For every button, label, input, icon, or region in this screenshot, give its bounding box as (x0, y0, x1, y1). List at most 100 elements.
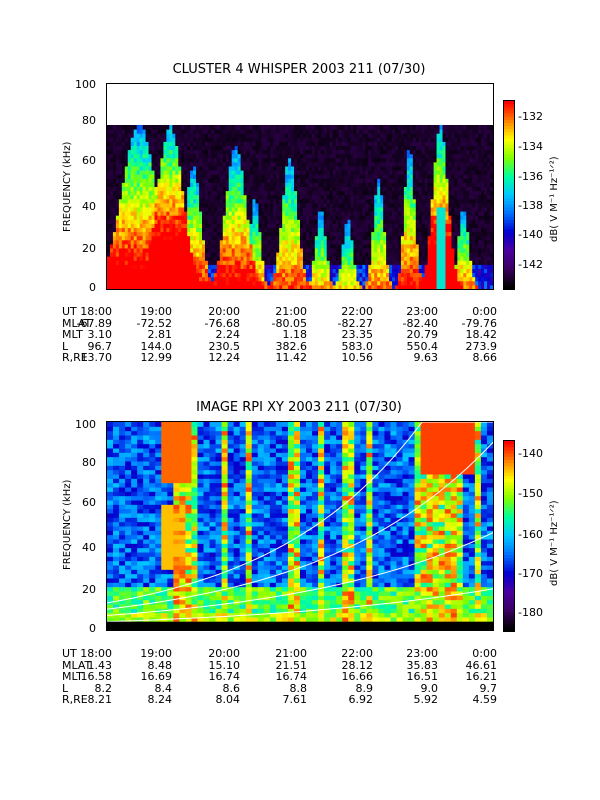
spectrogram-cell (439, 133, 444, 138)
spectrogram-cell (124, 227, 129, 233)
spectrogram-cell (332, 161, 337, 167)
spectrogram-cell (332, 145, 337, 151)
spectrogram-cell (454, 198, 458, 204)
spectrogram-cell (386, 211, 390, 216)
spectrogram-cell (261, 223, 265, 228)
spectrogram-cell (234, 248, 239, 253)
spectrogram-cell (320, 190, 325, 196)
spectrogram-cell (202, 207, 206, 212)
spectrogram-cell (282, 202, 286, 208)
spectrogram-cell (323, 223, 328, 228)
spectrogram-cell (377, 145, 381, 151)
spectrogram-cell (460, 276, 464, 282)
spectrogram-cell (169, 272, 173, 278)
spectrogram-cell (216, 243, 221, 249)
spectrogram-cell (335, 211, 340, 216)
spectrogram-cell (213, 186, 218, 192)
spectrogram-cell (216, 272, 221, 278)
spectrogram-cell (344, 137, 349, 142)
spectrogram-cell (454, 264, 458, 269)
spectrogram-cell (109, 133, 114, 138)
spectrogram-cell (451, 284, 455, 289)
spectrogram-cell (341, 272, 346, 278)
spectrogram-cell (169, 186, 173, 192)
spectrogram-cell (216, 182, 221, 187)
spectrogram-cell (243, 256, 248, 261)
spectrogram-cell (207, 207, 212, 212)
spectrogram-cell (243, 149, 248, 155)
spectrogram-cell (154, 198, 158, 204)
spectrogram-cell (475, 231, 479, 237)
spectrogram-cell (365, 207, 369, 212)
spectrogram-cell (142, 157, 147, 163)
spectrogram-cell (210, 129, 215, 134)
spectrogram-cell (178, 231, 182, 237)
spectrogram-cell (350, 137, 354, 142)
spectrogram-cell (234, 280, 239, 286)
spectrogram-cell (127, 264, 132, 269)
spectrogram-cell (184, 264, 188, 269)
spectrogram-cell (163, 239, 167, 245)
spectrogram-cell (368, 272, 372, 278)
spectrogram-cell (341, 141, 346, 146)
spectrogram-cell (193, 137, 197, 142)
spectrogram-cell (261, 219, 265, 224)
spectrogram-cell (270, 133, 274, 138)
spectrogram-cell (118, 219, 123, 224)
spectrogram-cell (374, 252, 378, 257)
spectrogram-cell (395, 252, 399, 257)
spectrogram-cell (130, 166, 135, 171)
spectrogram-cell (320, 174, 325, 179)
spectrogram-cell (380, 239, 384, 245)
spectrogram-cell (199, 202, 203, 208)
spectrogram-cell (166, 223, 170, 228)
spectrogram-cell (222, 170, 227, 175)
spectrogram-cell (329, 264, 334, 269)
spectrogram-cell (249, 133, 253, 138)
spectrogram-cell (291, 186, 295, 192)
spectrogram-cell (320, 141, 325, 146)
spectrogram-cell (424, 157, 429, 163)
spectrogram-cell (243, 190, 248, 196)
spectrogram-cell (196, 141, 200, 146)
spectrogram-cell (448, 170, 452, 175)
spectrogram-cell (240, 235, 245, 241)
spectrogram-cell (166, 264, 170, 269)
spectrogram-cell (338, 248, 343, 253)
spectrogram-cell (139, 219, 144, 224)
spectrogram-cell (288, 129, 292, 134)
spectrogram-cell (124, 178, 129, 183)
spectrogram-cell (148, 190, 153, 196)
spectrogram-cell (133, 153, 138, 159)
spectrogram-cell (240, 153, 245, 159)
spectrogram-cell (341, 284, 346, 289)
spectrogram-cell (222, 231, 227, 237)
spectrogram-cell (234, 166, 239, 171)
spectrogram-cell (142, 137, 147, 142)
spectrogram-cell (288, 137, 292, 142)
spectrogram-cell (243, 161, 248, 167)
spectrogram-cell (187, 157, 191, 163)
spectrogram-cell (252, 186, 256, 192)
spectrogram-cell (341, 248, 346, 253)
spectrogram-cell (451, 137, 455, 142)
spectrogram-cell (139, 194, 144, 200)
spectrogram-cell (234, 125, 239, 130)
spectrogram-cell (451, 170, 455, 175)
spectrogram-cell (356, 256, 360, 261)
spectrogram-cell (210, 137, 215, 142)
spectrogram-cell (362, 272, 366, 278)
spectrogram-cell (427, 141, 432, 146)
spectrogram-cell (258, 190, 262, 196)
spectrogram-cell (190, 149, 194, 155)
spectrogram-cell (326, 198, 331, 204)
spectrogram-cell (202, 272, 206, 278)
spectrogram-cell (109, 211, 114, 216)
spectrogram-cell (222, 125, 227, 130)
spectrogram-cell (258, 219, 262, 224)
spectrogram-cell (386, 239, 390, 245)
spectrogram-cell (118, 252, 123, 257)
spectrogram-cell (341, 145, 346, 151)
spectrogram-cell (386, 264, 390, 269)
spectrogram-cell (311, 166, 316, 171)
